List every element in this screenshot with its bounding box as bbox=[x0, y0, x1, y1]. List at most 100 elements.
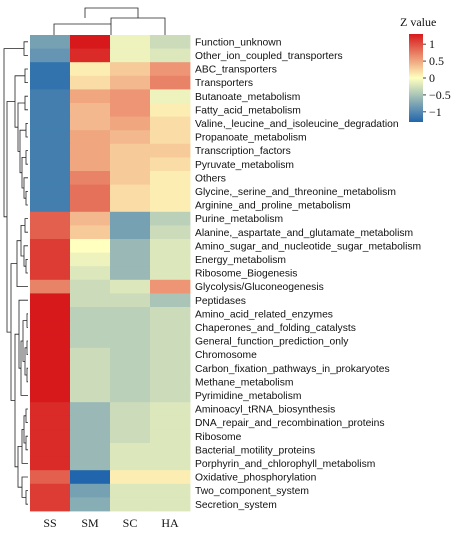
heatmap-cell bbox=[30, 347, 71, 362]
heatmap-cell bbox=[110, 334, 151, 349]
heatmap-cell bbox=[150, 157, 191, 172]
row-label: Energy_metabolism bbox=[195, 255, 286, 266]
heatmap-cell bbox=[70, 48, 111, 63]
row-label: Others bbox=[195, 173, 226, 184]
heatmap-cell bbox=[30, 443, 71, 457]
legend-tick-label: −0.5 bbox=[429, 88, 451, 102]
heatmap-cell bbox=[70, 415, 111, 430]
heatmap-cell bbox=[30, 456, 71, 471]
dendrogram-branch bbox=[14, 75, 25, 128]
heatmap-cell bbox=[150, 388, 191, 403]
heatmap-cell bbox=[150, 266, 191, 281]
heatmap-cell bbox=[30, 116, 71, 131]
heatmap-cell bbox=[30, 171, 71, 185]
heatmap-cell bbox=[110, 211, 151, 226]
heatmap-cell bbox=[110, 402, 151, 417]
dendrogram-branch bbox=[25, 259, 28, 274]
heatmap-cell bbox=[110, 171, 151, 185]
heatmap-cell bbox=[150, 361, 191, 376]
heatmap-cell bbox=[150, 48, 191, 63]
row-label: Ribosome bbox=[195, 432, 242, 443]
heatmap-cell bbox=[110, 184, 151, 199]
heatmap-cell bbox=[110, 103, 151, 117]
dendrogram-branch bbox=[25, 490, 28, 505]
heatmap-cell bbox=[110, 89, 151, 104]
heatmap-cell bbox=[30, 429, 71, 444]
heatmap-cell bbox=[110, 116, 151, 131]
dendrogram-branch bbox=[24, 95, 28, 111]
heatmap-cell bbox=[30, 184, 71, 199]
dendrogram-branch bbox=[18, 299, 28, 369]
heatmap-cell bbox=[110, 470, 151, 485]
row-label: Oxidative_phosphorylation bbox=[195, 473, 317, 484]
heatmap-cell bbox=[110, 347, 151, 362]
heatmap-cell bbox=[150, 171, 191, 185]
heatmap-cell bbox=[110, 130, 151, 145]
dendrogram-branch bbox=[25, 150, 28, 165]
heatmap-cell bbox=[110, 361, 151, 376]
legend-tick-label: 0 bbox=[429, 71, 435, 85]
heatmap-cell bbox=[110, 307, 151, 321]
heatmap-cell bbox=[70, 361, 111, 376]
heatmap-cell bbox=[110, 239, 151, 253]
heatmap-cell bbox=[70, 279, 111, 294]
heatmap-cell bbox=[110, 375, 151, 389]
heatmap-cell bbox=[30, 361, 71, 376]
heatmap-cell bbox=[70, 347, 111, 362]
heatmap-cell bbox=[70, 320, 111, 335]
heatmap-cell bbox=[150, 307, 191, 321]
heatmap-cell bbox=[70, 184, 111, 199]
column-label: SC bbox=[123, 516, 138, 530]
heatmap-cell bbox=[150, 320, 191, 335]
row-label: Transporters bbox=[195, 78, 253, 89]
dendrogram-branch bbox=[26, 367, 28, 383]
legend-color-bar bbox=[409, 34, 423, 122]
row-label: Two_component_system bbox=[195, 486, 309, 497]
dendrogram-branch bbox=[10, 263, 17, 401]
heatmap-cell bbox=[150, 293, 191, 308]
heatmap-cell bbox=[150, 35, 191, 49]
row-label: Pyrimidine_metabolism bbox=[195, 391, 301, 402]
row-label: ABC_transporters bbox=[195, 65, 277, 76]
heatmap-cell bbox=[150, 497, 191, 512]
dendrogram-branch bbox=[25, 123, 28, 138]
heatmap-cell bbox=[150, 375, 191, 389]
heatmap-cell bbox=[30, 252, 71, 267]
heatmap-cell bbox=[150, 279, 191, 294]
row-label: Transcription_factors bbox=[195, 146, 291, 157]
row-label: Function_unknown bbox=[195, 37, 282, 48]
heatmap-cell bbox=[30, 103, 71, 117]
heatmap-cell bbox=[70, 375, 111, 389]
heatmap-cell bbox=[70, 75, 111, 90]
heatmap-cell bbox=[30, 470, 71, 485]
heatmap-cell bbox=[110, 143, 151, 158]
column-labels: SS SM SC HA bbox=[43, 516, 179, 530]
row-label: Arginine_and_proline_metabolism bbox=[195, 201, 351, 212]
heatmap-cell bbox=[70, 388, 111, 403]
heatmap-cell bbox=[30, 320, 71, 335]
heatmap-cell bbox=[110, 62, 151, 77]
row-label: Bacterial_motility_proteins bbox=[195, 445, 315, 456]
heatmap-cell bbox=[110, 266, 151, 281]
dendrogram-branch bbox=[19, 129, 26, 174]
dendrogram-branch bbox=[24, 68, 28, 83]
row-label: Chromosome bbox=[195, 350, 257, 361]
legend-tick-label: 1 bbox=[429, 37, 435, 51]
heatmap-cell bbox=[110, 225, 151, 240]
row-label: Peptidases bbox=[195, 296, 246, 307]
heatmap-cell bbox=[150, 75, 191, 90]
row-label: Secretion_system bbox=[195, 500, 277, 511]
heatmap-cell bbox=[150, 483, 191, 498]
heatmap-cell bbox=[110, 198, 151, 213]
heatmap-cell bbox=[110, 252, 151, 267]
heatmap-cell bbox=[70, 429, 111, 444]
heatmap-cell bbox=[30, 130, 71, 145]
heatmap-cell bbox=[70, 89, 111, 104]
heatmap-cell bbox=[150, 239, 191, 253]
heatmap-cell bbox=[150, 89, 191, 104]
heatmap-cell bbox=[150, 347, 191, 362]
color-legend: Z value 1 0.5 0 −0.5 −1 bbox=[400, 15, 451, 122]
row-label: General_function_prediction_only bbox=[195, 337, 349, 348]
heatmap-cell bbox=[150, 225, 191, 240]
